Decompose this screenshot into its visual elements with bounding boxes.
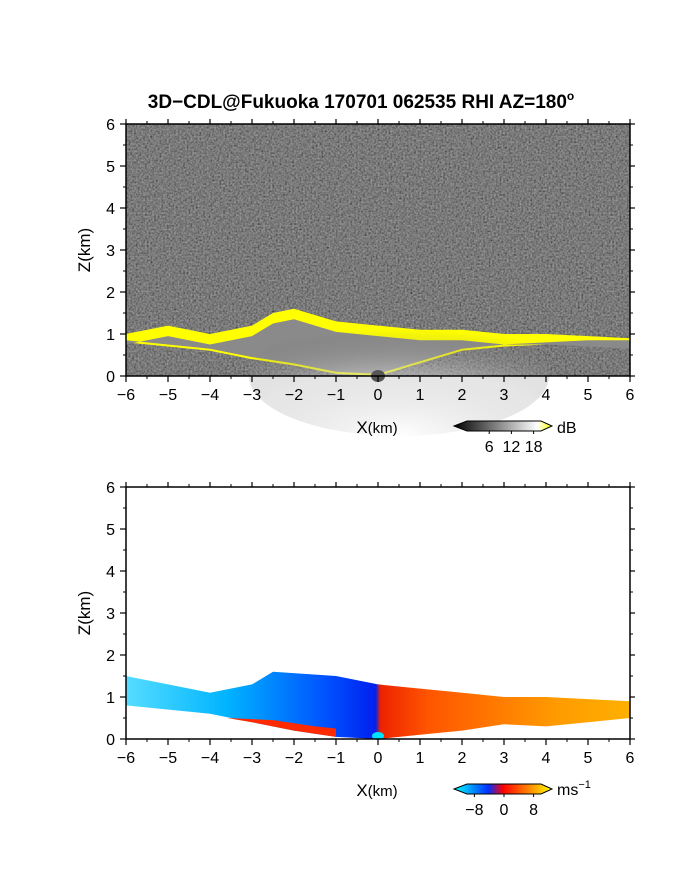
bottom-x-tick-label: 3 [500, 750, 509, 767]
velocity-near-ground-return [226, 718, 336, 737]
top-colorbar-bar [452, 420, 554, 432]
bottom-x-tick-label: −2 [285, 750, 303, 767]
bottom-x-tick-label: 4 [542, 750, 551, 767]
top-colorbar-tick-label: 12 [503, 439, 521, 456]
top-x-tick-label: −3 [243, 387, 261, 404]
top-x-tick-label: 4 [542, 387, 551, 404]
bottom-x-tick-label: −4 [201, 750, 219, 767]
bottom-x-tick-label: 0 [374, 750, 383, 767]
bottom-x-tick-label: −6 [117, 750, 135, 767]
bottom-y-tick-label: 3 [106, 606, 115, 623]
top-x-tick-label: −6 [117, 387, 135, 404]
bottom-y-tick-label: 0 [106, 732, 115, 749]
top-y-tick-label: 6 [106, 117, 115, 134]
radar-site-marker [372, 732, 384, 740]
bottom-y-tick-label: 5 [106, 522, 115, 539]
bottom-y-tick-label: 2 [106, 648, 115, 665]
bottom-x-tick-label: 2 [458, 750, 467, 767]
top-colorbar: dB 6 12 18 [452, 420, 577, 456]
top-x-tick-label: 0 [374, 387, 383, 404]
bottom-y-tick-label: 6 [106, 480, 115, 497]
velocity-panel: −6 −5 −4 −3 −2 −1 0 1 2 3 4 5 6 0 1 2 3 4 5 6 Z(km) X(km) m… [75, 480, 635, 819]
top-y-tick-label: 4 [106, 201, 115, 218]
bottom-x-tick-label: 1 [416, 750, 425, 767]
top-colorbar-tick-label: 18 [525, 439, 543, 456]
top-y-axis-label: Z(km) [75, 228, 94, 272]
bottom-x-axis-label: X(km) [356, 781, 397, 800]
top-x-tick-label: −5 [159, 387, 177, 404]
bottom-x-tick-label: −3 [243, 750, 261, 767]
top-x-tick-label: 6 [626, 387, 635, 404]
bottom-colorbar-tick-label: −8 [465, 802, 483, 819]
top-x-tick-label: 5 [584, 387, 593, 404]
bottom-colorbar-tick-label: 0 [500, 802, 509, 819]
top-x-tick-label: −1 [327, 387, 345, 404]
top-y-tick-label: 0 [106, 369, 115, 386]
bottom-colorbar-bar [452, 783, 554, 795]
top-x-tick-label: 2 [458, 387, 467, 404]
top-y-tick-label: 5 [106, 159, 115, 176]
top-x-tick-label: −4 [201, 387, 219, 404]
top-y-tick-label: 1 [106, 327, 115, 344]
top-colorbar-tick-label: 6 [485, 439, 494, 456]
bottom-x-tick-label: −1 [327, 750, 345, 767]
bottom-x-tick-label: 6 [626, 750, 635, 767]
top-x-tick-label: 3 [500, 387, 509, 404]
bottom-colorbar-tick-label: 8 [529, 802, 538, 819]
top-y-tick-label: 2 [106, 285, 115, 302]
top-colorbar-unit: dB [557, 420, 577, 437]
top-x-tick-label: −2 [285, 387, 303, 404]
top-x-tick-label: 1 [416, 387, 425, 404]
bottom-y-tick-label: 4 [106, 564, 115, 581]
top-x-axis-label: X(km) [356, 418, 397, 437]
figure-title: 3D−CDL@Fukuoka 170701 062535 RHI AZ=180o [148, 89, 575, 113]
bottom-velocity-layer [126, 671, 630, 740]
bottom-colorbar-unit: ms−1 [557, 779, 591, 799]
bottom-axes: −6 −5 −4 −3 −2 −1 0 1 2 3 4 5 6 0 1 2 3 4 5 6 [106, 480, 635, 767]
bottom-x-tick-label: 5 [584, 750, 593, 767]
top-axes: −6 −5 −4 −3 −2 −1 0 1 2 3 4 5 6 0 1 2 3 4 5 6 [106, 117, 635, 404]
bottom-colorbar: ms−1 −8 0 8 [452, 779, 591, 819]
bottom-y-axis-label: Z(km) [75, 591, 94, 635]
top-y-tick-label: 3 [106, 243, 115, 260]
bottom-x-tick-label: −5 [159, 750, 177, 767]
bottom-y-tick-label: 1 [106, 690, 115, 707]
